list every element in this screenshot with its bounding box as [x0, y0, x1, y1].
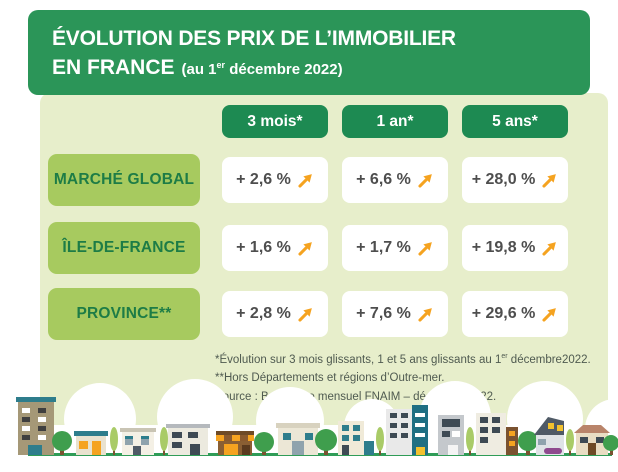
tree-poplar — [466, 427, 474, 455]
value-text: + 19,8 % — [471, 239, 536, 256]
tree-poplar — [566, 429, 574, 455]
building-three-story — [338, 421, 374, 455]
column-header-1-an: 1 an* — [342, 105, 448, 138]
value-cell: + 6,6 % — [342, 157, 448, 203]
value-text: + 2,8 % — [236, 305, 291, 322]
building-civic — [276, 423, 320, 455]
value-cell: + 1,7 % — [342, 225, 448, 271]
value-text: + 1,7 % — [356, 239, 411, 256]
subtitle-date: (au 1er décembre 2022) — [181, 60, 343, 78]
column-header-5-ans: 5 ans* — [462, 105, 568, 138]
building-big-apartment — [386, 405, 428, 455]
value-text: + 1,6 % — [236, 239, 291, 256]
building-two-story — [166, 424, 210, 455]
tree-round — [518, 431, 538, 455]
value-cell: + 2,6 % — [222, 157, 328, 203]
building-gray-modern — [438, 415, 464, 455]
header-banner: ÉVOLUTION DES PRIX DE L’IMMOBILIER EN FR… — [28, 10, 590, 95]
building-house-awnings — [120, 428, 156, 455]
page-title: ÉVOLUTION DES PRIX DE L’IMMOBILIER — [52, 27, 456, 50]
trend-up-icon — [298, 307, 312, 322]
tree-poplar — [110, 427, 118, 455]
building-modern-house — [534, 417, 564, 455]
row-label-province: PROVINCE** — [48, 288, 200, 340]
subtitle-country: EN FRANCE — [52, 56, 175, 79]
building-tall-apartment — [16, 397, 56, 455]
row-label-ile-de-france: ÎLE-DE-FRANCE — [48, 222, 200, 274]
value-cell: + 7,6 % — [342, 291, 448, 337]
value-cell: + 29,6 % — [462, 291, 568, 337]
value-cell: + 1,6 % — [222, 225, 328, 271]
trend-up-icon — [542, 173, 557, 188]
value-text: + 7,6 % — [356, 305, 411, 322]
building-villa — [574, 425, 610, 455]
cityscape-illustration — [0, 379, 618, 472]
trend-up-icon — [418, 307, 432, 322]
value-text: + 2,6 % — [236, 171, 291, 188]
trend-up-icon — [418, 173, 432, 188]
trend-up-icon — [418, 241, 432, 256]
value-cell: + 19,8 % — [462, 225, 568, 271]
value-text: + 6,6 % — [356, 171, 411, 188]
trend-up-icon — [298, 241, 312, 256]
column-header-3-mois: 3 mois* — [222, 105, 328, 138]
value-text: + 28,0 % — [471, 171, 536, 188]
trend-up-icon — [542, 241, 557, 256]
row-label-marche-global: MARCHÉ GLOBAL — [48, 154, 200, 206]
value-text: + 29,6 % — [471, 305, 536, 322]
trend-up-icon — [542, 307, 557, 322]
trend-up-icon — [298, 173, 312, 188]
building-shop — [74, 431, 108, 455]
page-subtitle: EN FRANCE (au 1er décembre 2022) — [52, 51, 590, 80]
tree-round — [315, 429, 337, 455]
tree-round — [603, 435, 618, 455]
tree-poplar — [376, 427, 384, 455]
building-white-brown-annex — [476, 413, 518, 455]
footnote-2: **Hors Départements et régions d’Outre-m… — [215, 372, 445, 385]
ground-line — [28, 453, 612, 456]
building-bakery — [216, 431, 254, 455]
tree-poplar — [160, 427, 168, 455]
tree-round — [52, 431, 72, 455]
footnote-1: *Évolution sur 3 mois glissants, 1 et 5 … — [215, 353, 591, 366]
value-cell: + 2,8 % — [222, 291, 328, 337]
tree-round — [254, 432, 274, 455]
value-cell: + 28,0 % — [462, 157, 568, 203]
